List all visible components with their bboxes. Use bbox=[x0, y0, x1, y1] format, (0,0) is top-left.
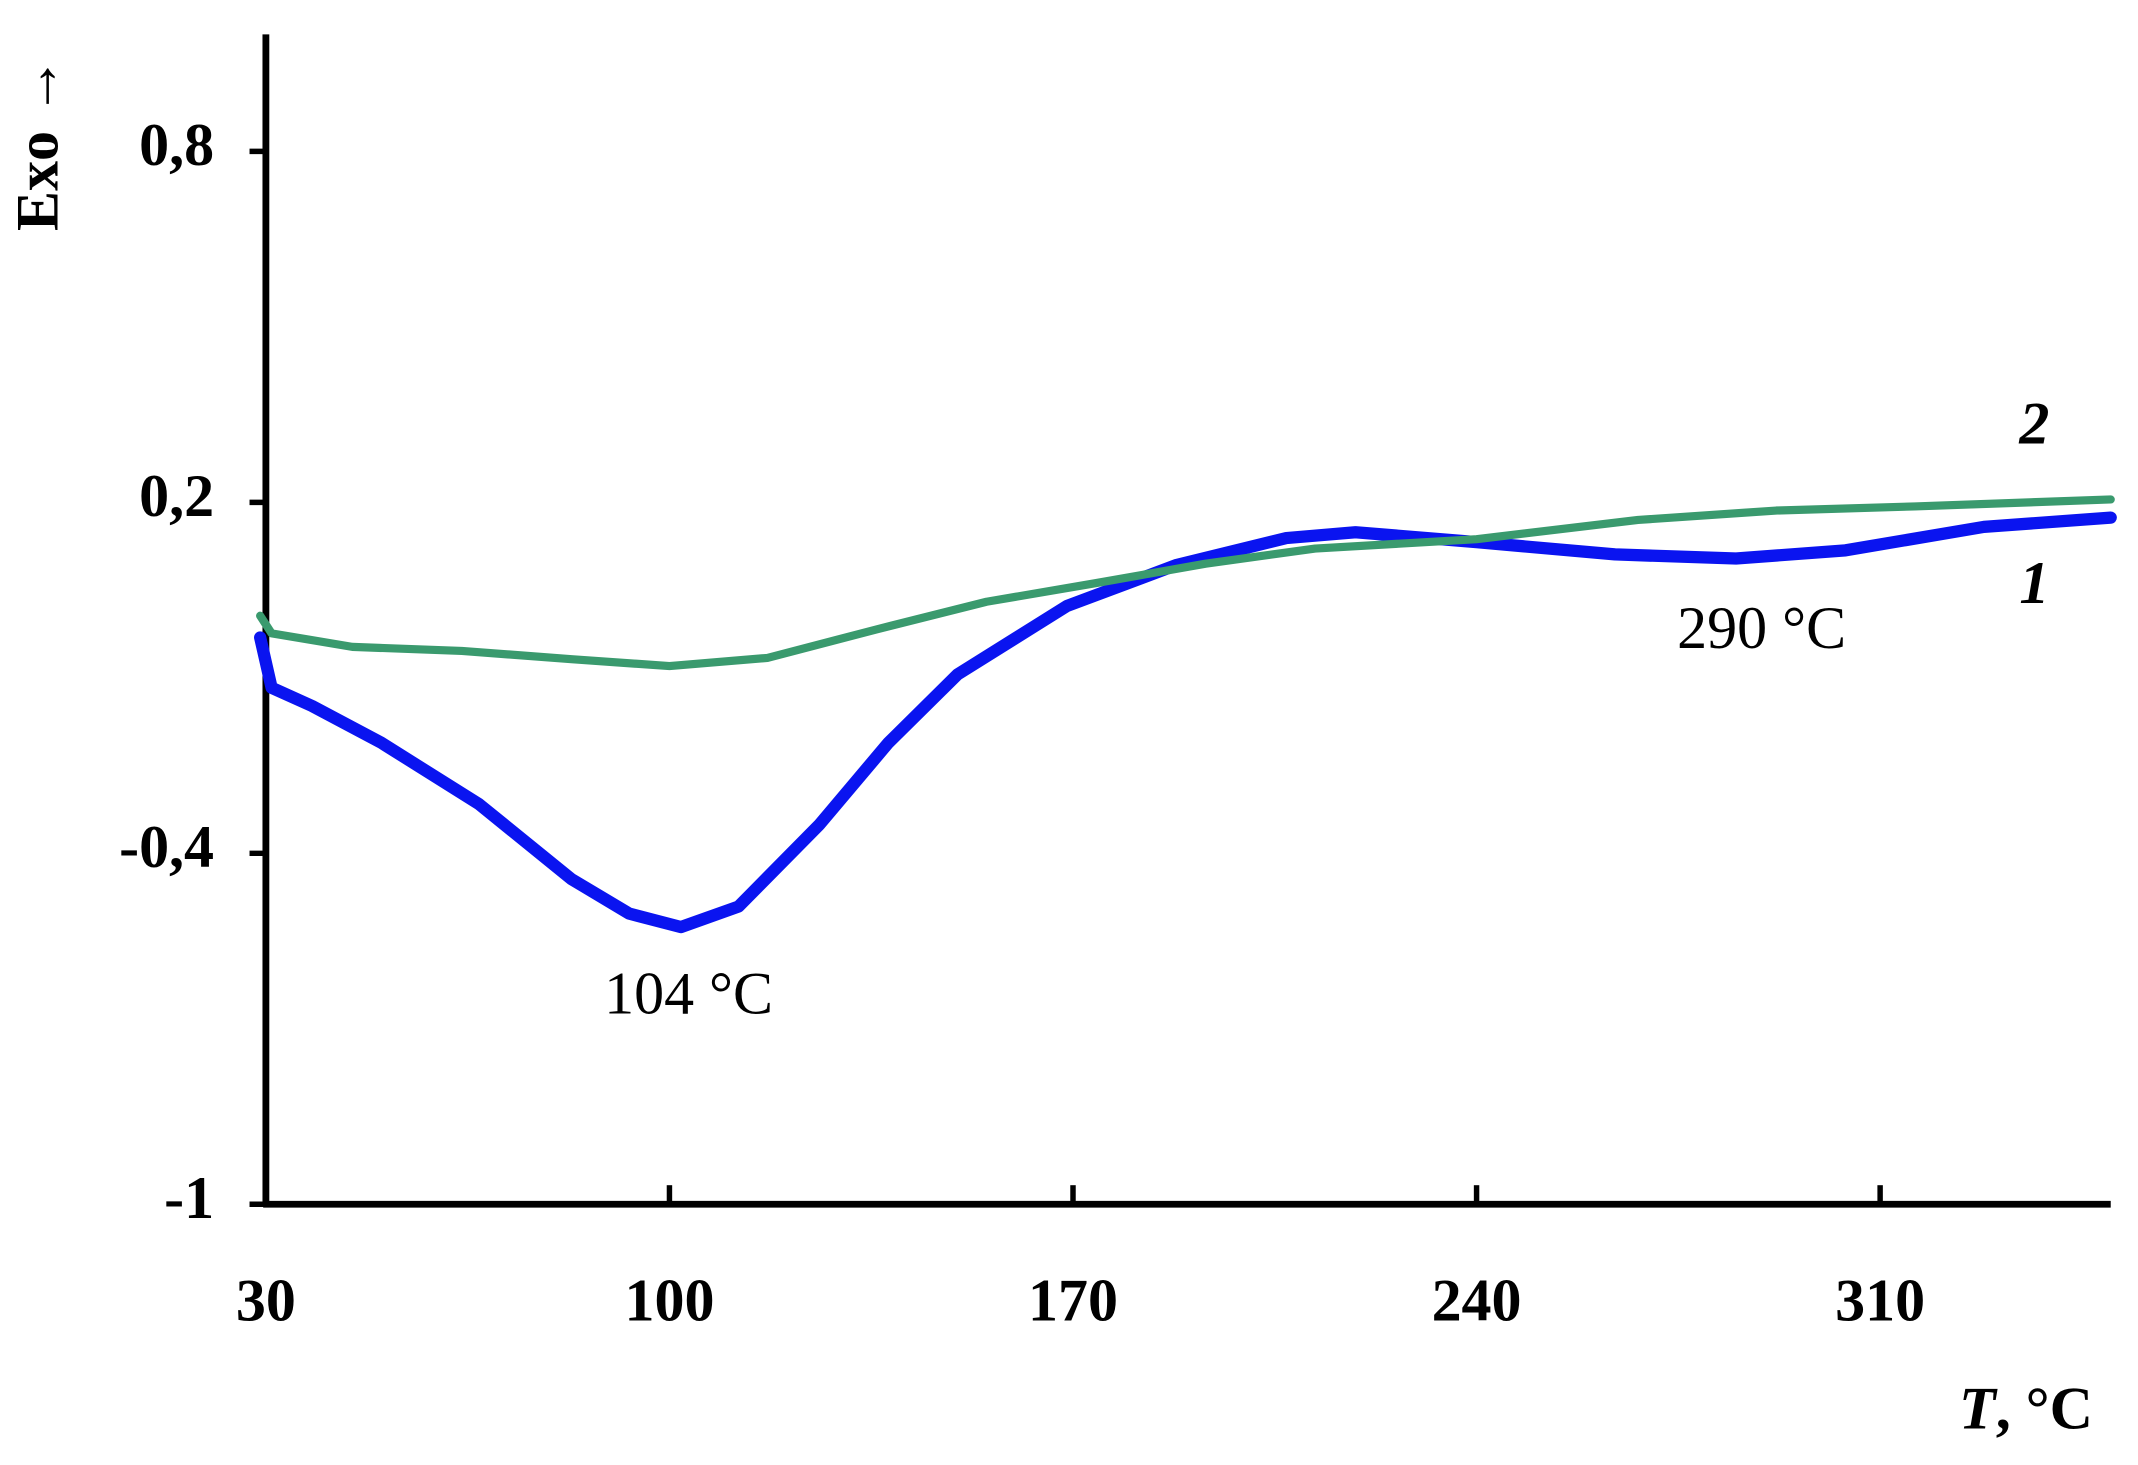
annotation: 104 °C bbox=[604, 961, 773, 1027]
y-tick-label: 0,8 bbox=[139, 112, 214, 178]
x-tick-label: 170 bbox=[1028, 1267, 1118, 1333]
legend-label: 1 bbox=[2019, 550, 2049, 616]
x-tick-label: 240 bbox=[1432, 1267, 1522, 1333]
y-tick-label: -0,4 bbox=[119, 814, 214, 880]
y-axis-label: Exo → bbox=[4, 56, 70, 231]
series-line bbox=[256, 495, 2115, 671]
x-axis-unit: , °C bbox=[1996, 1375, 2093, 1441]
x-tick-label: 310 bbox=[1835, 1267, 1925, 1333]
annotation: 290 °C bbox=[1677, 595, 1846, 661]
y-tick-label: -1 bbox=[164, 1165, 214, 1231]
x-axis-label: T, °C bbox=[1959, 1375, 2093, 1441]
x-tick-label: 100 bbox=[624, 1267, 714, 1333]
series-line bbox=[254, 511, 2117, 934]
y-tick-label: 0,2 bbox=[139, 463, 214, 529]
x-tick-label: 30 bbox=[236, 1267, 296, 1333]
x-axis-symbol: T bbox=[1959, 1375, 1998, 1441]
legend-label: 2 bbox=[2018, 391, 2049, 457]
